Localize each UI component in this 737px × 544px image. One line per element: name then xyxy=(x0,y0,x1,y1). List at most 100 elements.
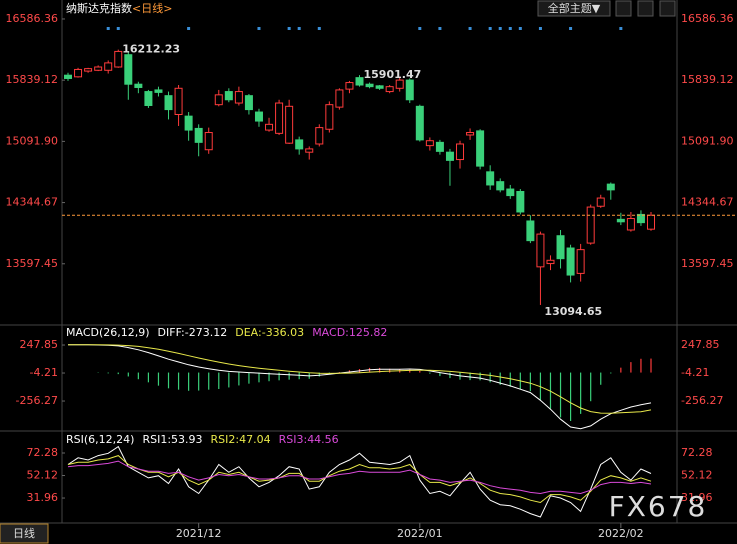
legend-value: 47.04 xyxy=(239,433,271,446)
y-tick-label: 16586.36 xyxy=(6,12,59,25)
candle-body xyxy=(214,94,223,106)
candle-body xyxy=(606,183,615,191)
candle-body xyxy=(566,247,575,276)
candle-body xyxy=(295,139,304,150)
chart-title: 纳斯达克指数<日线> xyxy=(66,1,172,15)
candle-body xyxy=(496,181,505,191)
legend-value: 44.56 xyxy=(307,433,339,446)
signal-dot xyxy=(287,27,291,30)
candle-body xyxy=(425,140,434,147)
candle-body xyxy=(124,54,133,85)
period-button-label[interactable]: 日线 xyxy=(13,526,35,540)
y-tick-label-right: 52.12 xyxy=(681,469,713,482)
signal-dot xyxy=(106,27,110,30)
candle-body xyxy=(556,235,565,260)
candle-body xyxy=(234,91,243,104)
candle-body xyxy=(64,74,72,79)
signal-dot xyxy=(508,27,512,30)
title: 纳斯达克指数 xyxy=(66,1,132,15)
legend-name: DEA: xyxy=(235,326,261,339)
theme-dropdown[interactable] xyxy=(537,0,611,17)
candle-body xyxy=(456,143,465,161)
candle-body xyxy=(395,79,404,89)
rsi-legend: RSI(6,12,24) RSI1:53.93 RSI2:47.04 RSI3:44.… xyxy=(66,433,339,446)
signal-dot xyxy=(317,27,321,30)
candle-body xyxy=(144,91,153,106)
candle-body xyxy=(74,68,83,78)
x-tick-label: 2022/02 xyxy=(598,527,644,540)
x-tick-label: 2021/12 xyxy=(176,527,222,540)
candle-body xyxy=(647,214,655,230)
candle-body xyxy=(445,151,454,161)
candle-body xyxy=(224,91,233,101)
line-series xyxy=(67,455,652,504)
candle-body xyxy=(184,115,193,131)
candle-body xyxy=(415,105,424,141)
candle-body xyxy=(134,83,143,88)
signal-dot xyxy=(297,27,301,30)
candle-body xyxy=(265,123,274,131)
y-tick-label: 13597.45 xyxy=(6,257,59,270)
y-tick-label-right: -256.27 xyxy=(681,394,723,407)
y-tick-label-right: 16586.36 xyxy=(681,12,734,25)
candle-body xyxy=(576,249,585,274)
watermark: FX678 xyxy=(609,490,708,523)
signal-dot xyxy=(187,27,191,30)
signal-dot xyxy=(468,27,472,30)
line-series xyxy=(68,344,652,430)
candle-body xyxy=(194,127,203,143)
candle-body xyxy=(365,83,374,88)
y-tick-label-right: 15839.12 xyxy=(681,73,734,86)
line-series xyxy=(67,460,652,495)
icon-button[interactable] xyxy=(637,0,654,17)
candle-body xyxy=(375,85,384,89)
y-tick-label-right: 13597.45 xyxy=(681,257,734,270)
y-tick-label: -4.21 xyxy=(30,366,58,379)
signal-dot xyxy=(488,27,492,30)
theme-dropdown-label[interactable]: 全部主题▼ xyxy=(548,1,601,15)
candle-body xyxy=(435,141,444,152)
candle-body xyxy=(275,102,284,134)
candle-body xyxy=(385,86,394,93)
candle-body xyxy=(636,213,645,224)
candle-body xyxy=(244,95,253,111)
candle-body xyxy=(325,104,334,130)
legend-name: RSI3: xyxy=(279,433,308,446)
icon-button[interactable] xyxy=(615,0,632,17)
macd-legend: MACD(26,12,9) DIFF:-273.12 DEA:-336.03 MACD… xyxy=(66,326,387,339)
signal-dot xyxy=(538,27,542,30)
candle-body xyxy=(154,89,163,93)
y-tick-label-right: 15091.90 xyxy=(681,134,734,147)
candle-body xyxy=(114,50,123,68)
y-tick-label: 52.12 xyxy=(27,469,59,482)
line-series xyxy=(68,344,652,414)
high-label: 15901.47 xyxy=(364,68,422,81)
candle-body xyxy=(516,190,525,213)
candle-body xyxy=(476,130,485,167)
candle-body xyxy=(94,66,103,71)
legend-value: -273.12 xyxy=(185,326,227,339)
candle-body xyxy=(305,148,314,153)
rsi-title: RSI(6,12,24) xyxy=(66,433,134,446)
macd-title: MACD(26,12,9) xyxy=(66,326,150,339)
candle-body xyxy=(285,105,294,144)
period-button[interactable] xyxy=(0,523,49,544)
period: <日线> xyxy=(132,1,172,15)
y-tick-label: 15839.12 xyxy=(6,73,59,86)
candle-body xyxy=(546,259,555,265)
y-tick-label-right: 14344.67 xyxy=(681,196,734,209)
candle-body xyxy=(616,218,625,223)
candle-body xyxy=(405,79,414,101)
candle-body xyxy=(345,82,354,90)
y-tick-label: 247.85 xyxy=(20,338,59,351)
y-tick-label-right: -4.21 xyxy=(681,366,709,379)
signal-dot xyxy=(116,27,120,30)
candle-body xyxy=(315,127,324,145)
legend-name: MACD: xyxy=(312,326,349,339)
y-tick-label: 31.96 xyxy=(27,491,59,504)
candle-body xyxy=(104,62,113,71)
candle-body xyxy=(596,197,605,207)
icon-button[interactable] xyxy=(659,0,676,17)
